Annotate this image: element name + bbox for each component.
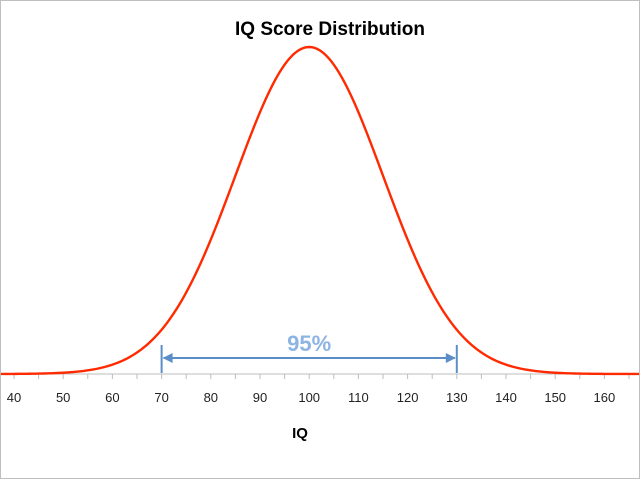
range-arrowhead-right (445, 353, 456, 363)
x-axis: 40 50 60 70 80 90 100 110 120 130 140 150 160 (1, 373, 639, 405)
x-tick-label: 60 (105, 390, 119, 405)
range-label: 95% (287, 331, 331, 356)
x-tick-label: 160 (594, 390, 616, 405)
x-tick-label: 120 (397, 390, 419, 405)
series-group (1, 45, 639, 376)
x-tick-label: 130 (446, 390, 468, 405)
x-tick-label: 70 (154, 390, 168, 405)
x-tick-label: 100 (298, 390, 320, 405)
x-axis-title: IQ (292, 425, 308, 442)
x-tick-label: 80 (204, 390, 218, 405)
range-arrowhead-left (162, 353, 173, 363)
x-tick-label: 40 (7, 390, 21, 405)
x-tick-label: 150 (544, 390, 566, 405)
x-tick-label: 50 (56, 390, 70, 405)
x-tick-label: 140 (495, 390, 517, 405)
x-tick-label: 90 (253, 390, 267, 405)
normal-curve-line (1, 45, 639, 376)
chart-title: IQ Score Distribution (235, 19, 425, 40)
range-annotation: 95% (160, 331, 458, 373)
x-tick-label: 110 (348, 390, 369, 405)
